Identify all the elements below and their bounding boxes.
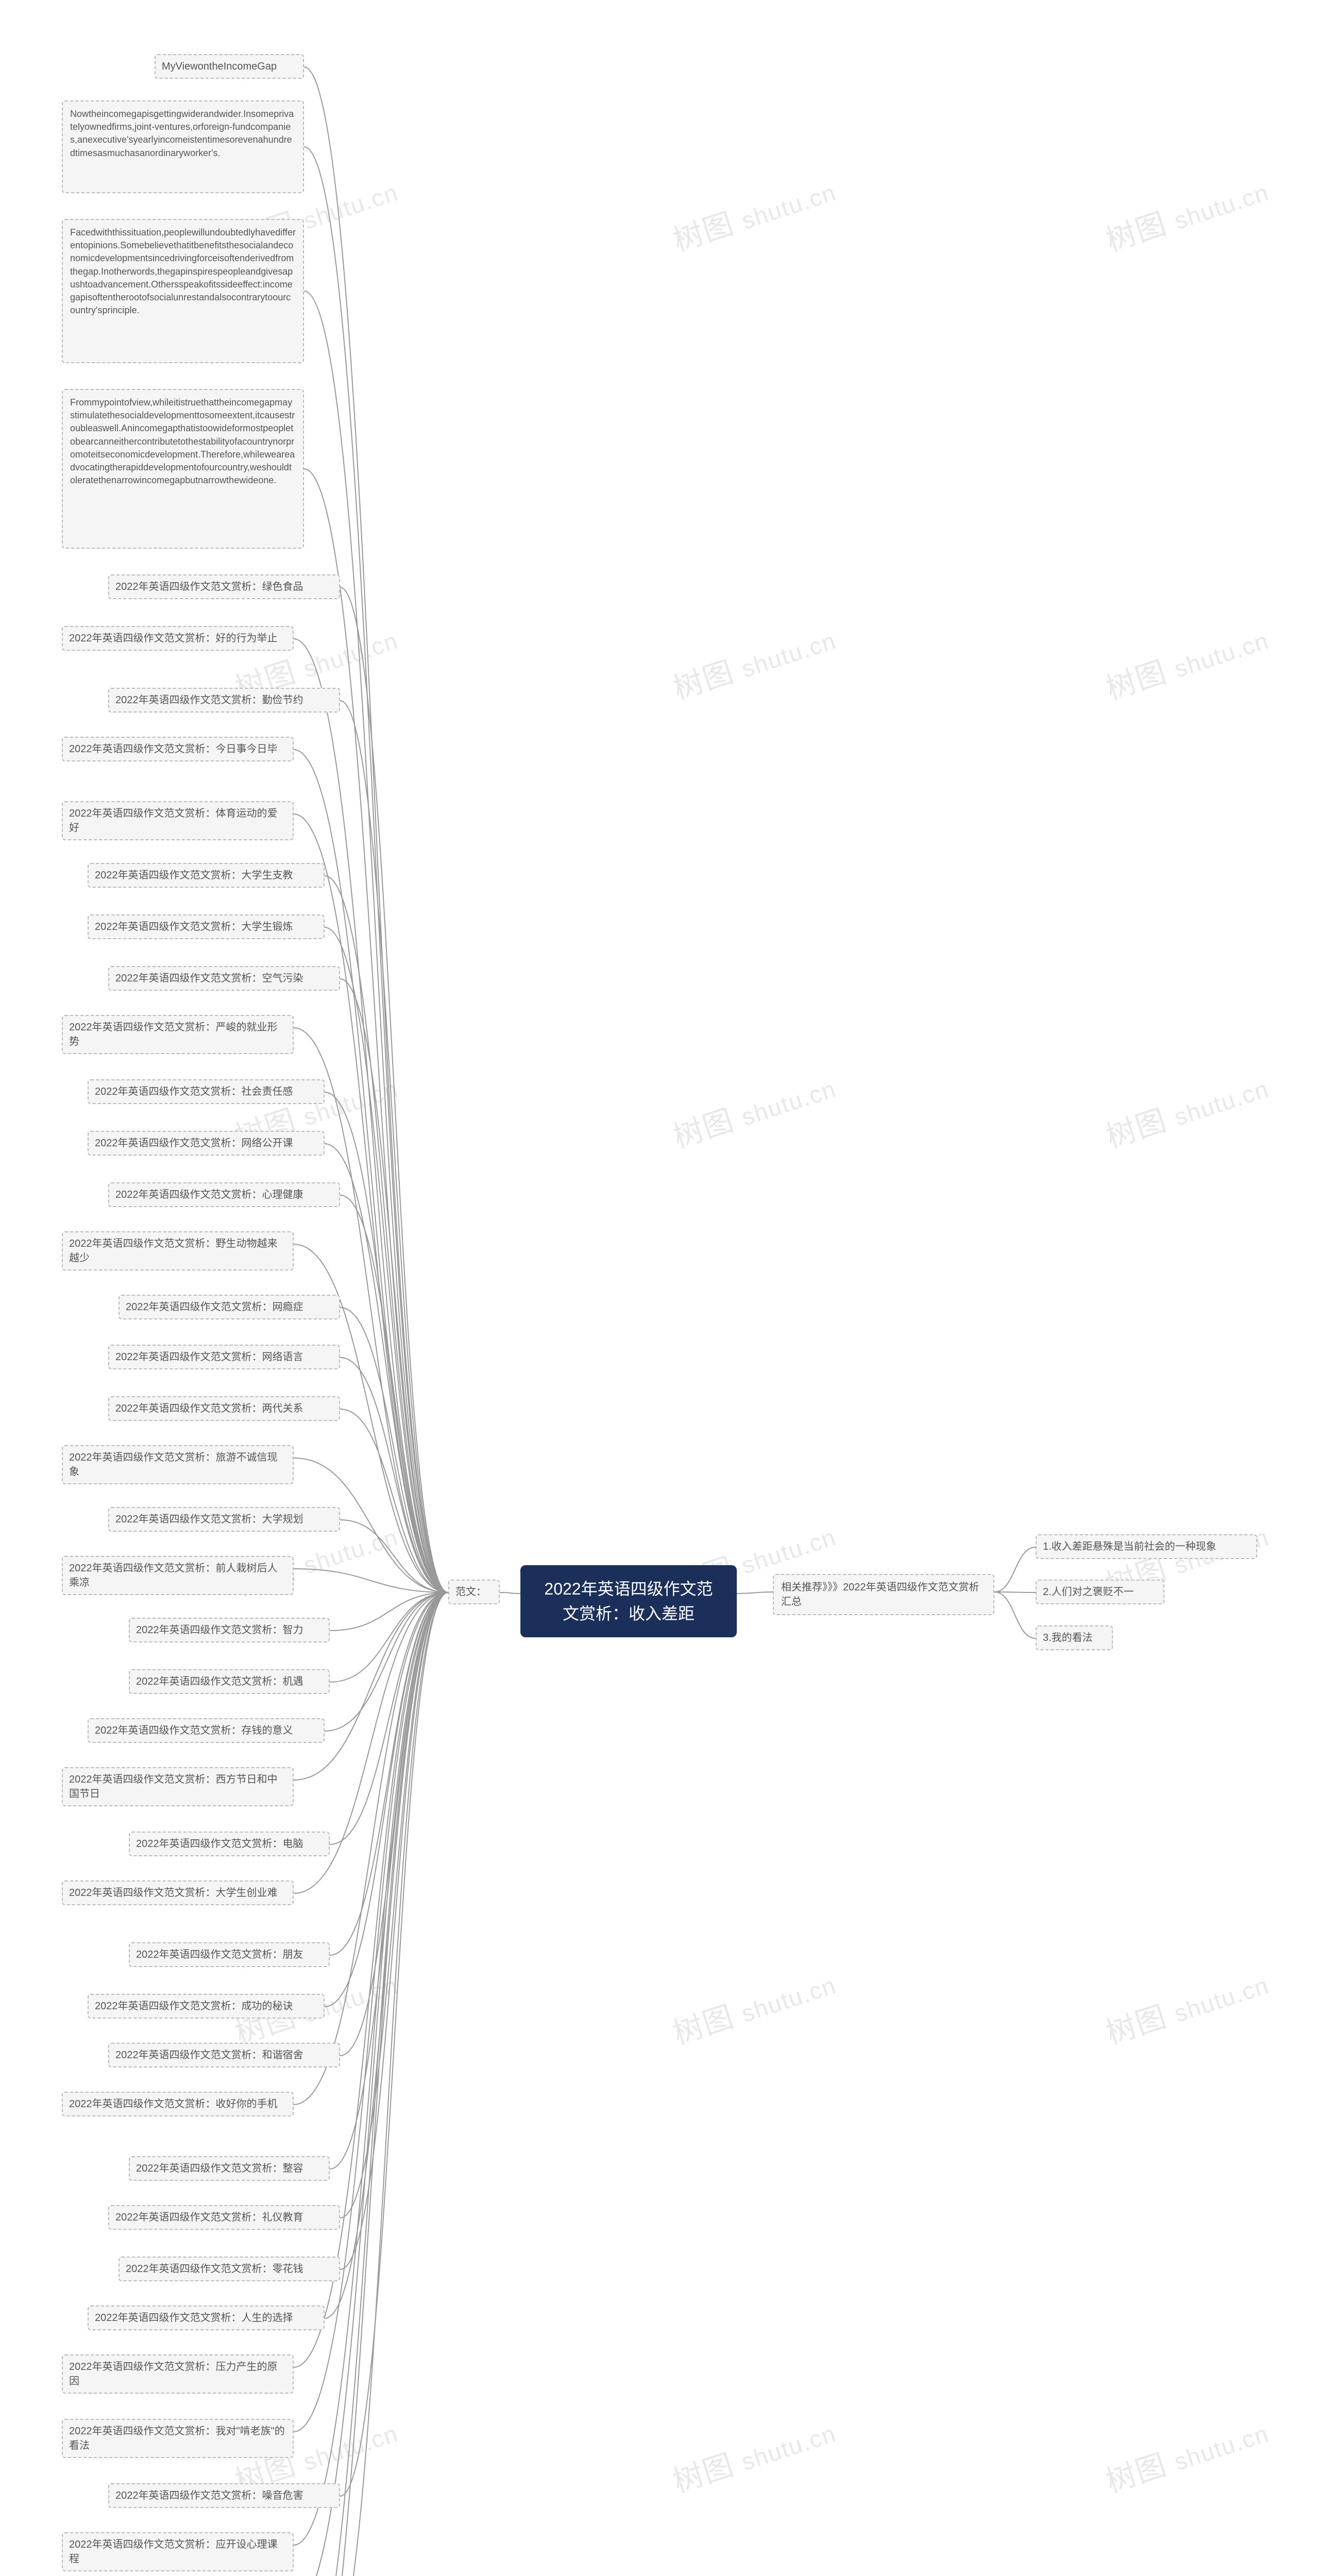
left-leaf: 2022年英语四级作文范文赏析：大学生锻炼 — [88, 914, 325, 939]
left-leaf: 2022年英语四级作文范文赏析：压力产生的原因 — [62, 2354, 294, 2394]
left-leaf: 2022年英语四级作文范文赏析：网络语言 — [108, 1345, 340, 1369]
left-leaf: 2022年英语四级作文范文赏析：心理健康 — [108, 1182, 340, 1207]
left-leaf: 2022年英语四级作文范文赏析：智力 — [129, 1618, 330, 1642]
left-leaf: 2022年英语四级作文范文赏析：野生动物越来越少 — [62, 1231, 294, 1270]
left-leaf: 2022年英语四级作文范文赏析：整容 — [129, 2156, 330, 2181]
left-leaf: 2022年英语四级作文范文赏析：和谐宿舍 — [108, 2043, 340, 2067]
center-node: 2022年英语四级作文范文赏析：收入差距 — [520, 1565, 737, 1637]
watermark: 树图 shutu.cn — [667, 615, 840, 708]
left-leaf: 2022年英语四级作文范文赏析：网瘾症 — [119, 1295, 340, 1319]
left-leaf: 2022年英语四级作文范文赏析：好的行为举止 — [62, 626, 294, 651]
left-leaf: 2022年英语四级作文范文赏析：西方节日和中国节日 — [62, 1767, 294, 1806]
watermark: 树图 shutu.cn — [1100, 615, 1273, 708]
watermark: 树图 shutu.cn — [1100, 1063, 1273, 1156]
left-leaf: 2022年英语四级作文范文赏析：大学生创业难 — [62, 1880, 294, 1905]
left-leaf: 2022年英语四级作文范文赏析：人生的选择 — [88, 2306, 325, 2330]
mindmap-canvas: 树图 shutu.cn 树图 shutu.cn 树图 shutu.cn 树图 shut… — [0, 0, 1319, 2576]
left-leaf: 2022年英语四级作文范文赏析：勤俭节约 — [108, 688, 340, 713]
left-leaf: Frommypointofview,whileitistruethatthein… — [62, 389, 304, 549]
watermark: 树图 shutu.cn — [1100, 1959, 1273, 2053]
left-leaf: 2022年英语四级作文范文赏析：存钱的意义 — [88, 1718, 325, 1743]
left-leaf: Facedwiththissituation,peoplewillundoubt… — [62, 219, 304, 363]
left-leaf: 2022年英语四级作文范文赏析：朋友 — [129, 1942, 330, 1967]
right-leaf: 2.人们对之褒贬不一 — [1036, 1580, 1164, 1604]
left-leaf: 2022年英语四级作文范文赏析：噪音危害 — [108, 2483, 340, 2508]
right-branch-label: 相关推荐》》》2022年英语四级作文范文赏析汇总 — [781, 1582, 979, 1607]
left-leaf: 2022年英语四级作文范文赏析：应开设心理课程 — [62, 2532, 294, 2571]
left-leaf: 2022年英语四级作文范文赏析：大学生支教 — [88, 863, 325, 888]
watermark: 树图 shutu.cn — [667, 1063, 840, 1156]
watermark: 树图 shutu.cn — [667, 166, 840, 260]
left-leaf: 2022年英语四级作文范文赏析：我对"啃老族"的看法 — [62, 2419, 294, 2458]
watermark: 树图 shutu.cn — [667, 2408, 840, 2501]
left-leaf: 2022年英语四级作文范文赏析：电脑 — [129, 1832, 330, 1856]
left-leaf: 2022年英语四级作文范文赏析：社会责任感 — [88, 1079, 325, 1104]
left-branch-parent: 范文： — [448, 1580, 500, 1604]
left-leaf: 2022年英语四级作文范文赏析：旅游不诚信现象 — [62, 1445, 294, 1484]
left-leaf: 2022年英语四级作文范文赏析：绿色食品 — [108, 574, 340, 599]
left-leaf: 2022年英语四级作文范文赏析：机遇 — [129, 1669, 330, 1694]
left-leaf: 2022年英语四级作文范文赏析：礼仪教育 — [108, 2205, 340, 2230]
watermark: 树图 shutu.cn — [667, 1959, 840, 2053]
left-leaf: 2022年英语四级作文范文赏析：空气污染 — [108, 966, 340, 991]
left-leaf: 2022年英语四级作文范文赏析：网络公开课 — [88, 1131, 325, 1156]
right-branch-parent: 相关推荐》》》2022年英语四级作文范文赏析汇总 — [773, 1574, 994, 1615]
connector-layer — [0, 0, 1319, 2576]
watermark: 树图 shutu.cn — [1100, 166, 1273, 260]
left-leaf: 2022年英语四级作文范文赏析：收好你的手机 — [62, 2092, 294, 2116]
left-leaf: 2022年英语四级作文范文赏析：体育运动的爱好 — [62, 801, 294, 840]
left-leaf: 2022年英语四级作文范文赏析：成功的秘诀 — [88, 1994, 325, 2019]
center-title: 2022年英语四级作文范文赏析：收入差距 — [544, 1580, 713, 1623]
left-leaf: 2022年英语四级作文范文赏析：严峻的就业形势 — [62, 1015, 294, 1054]
left-leaf: 2022年英语四级作文范文赏析：零花钱 — [119, 2257, 340, 2281]
right-leaf: 3.我的看法 — [1036, 1625, 1113, 1650]
left-leaf: 2022年英语四级作文范文赏析：大学规划 — [108, 1507, 340, 1532]
left-leaf: 2022年英语四级作文范文赏析：今日事今日毕 — [62, 737, 294, 761]
left-leaf: 2022年英语四级作文范文赏析：两代关系 — [108, 1396, 340, 1421]
right-leaf: 1.收入差距悬殊是当前社会的一种现象 — [1036, 1534, 1257, 1559]
left-branch-label: 范文： — [455, 1586, 486, 1598]
left-leaf: Nowtheincomegapisgettingwiderandwider.In… — [62, 100, 304, 193]
left-leaf: 2022年英语四级作文范文赏析：前人栽树后人乘凉 — [62, 1556, 294, 1595]
watermark: 树图 shutu.cn — [1100, 2408, 1273, 2501]
left-leaf: MyViewontheIncomeGap — [155, 54, 304, 79]
